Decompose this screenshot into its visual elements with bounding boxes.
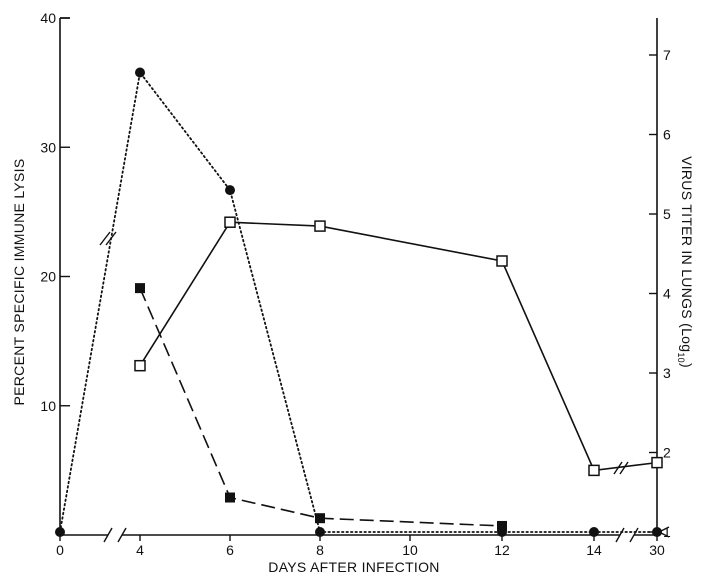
x-axis-title: DAYS AFTER INFECTION	[268, 559, 439, 575]
x-tick-label: 14	[586, 542, 602, 558]
left-y-tick-label: 20	[40, 269, 56, 285]
right-y-axis-title-main: VIRUS TITER IN LUNGS (Log	[679, 156, 695, 352]
x-axis-break-mark	[615, 527, 625, 543]
data-point-open-square	[651, 456, 663, 469]
left-y-tick-label: 30	[40, 139, 56, 155]
data-point-filled-square	[225, 492, 235, 503]
right-y-tick-label: 7	[663, 47, 671, 63]
data-point-filled-square	[135, 283, 145, 294]
data-point-filled-square	[315, 513, 325, 524]
data-point-circle	[652, 527, 662, 537]
series-line-1	[59, 70, 658, 533]
x-tick-label: 30	[649, 542, 665, 558]
right-y-tick-label: 6	[663, 127, 671, 143]
right-y-tick-label: 1	[663, 524, 671, 540]
left-y-axis-title: PERCENT SPECIFIC IMMUNE LYSIS	[11, 158, 27, 405]
series-line-2	[139, 221, 658, 472]
data-point-open-square	[314, 220, 326, 232]
x-tick-label: 4	[136, 542, 144, 558]
data-point-open-square	[224, 216, 236, 228]
data-point-open-square	[588, 464, 600, 477]
data-point-filled-square	[497, 520, 507, 531]
x-axis-break-mark	[103, 527, 113, 543]
right-y-tick-label: 2	[663, 445, 671, 461]
x-tick-label: 8	[316, 542, 324, 558]
right-y-axis-title: VIRUS TITER IN LUNGS (Log10)	[676, 156, 695, 368]
series-break-mark	[619, 461, 629, 475]
right-y-axis-title-subscript: 10	[676, 352, 686, 363]
right-y-tick-label: 4	[663, 286, 671, 302]
plot-area	[55, 67, 663, 537]
data-point-circle	[589, 527, 599, 537]
series-break-mark	[99, 231, 111, 246]
data-point-circle	[225, 185, 235, 196]
x-tick-label: 0	[56, 542, 64, 558]
data-point-circle	[55, 527, 65, 537]
data-point-open-square	[134, 359, 146, 372]
axis-labels: DAYS AFTER INFECTION PERCENT SPECIFIC IM…	[11, 156, 695, 575]
x-axis-break-mark	[629, 527, 639, 543]
left-y-tick-label: 40	[40, 10, 56, 26]
right-y-axis-title-end: )	[679, 363, 695, 368]
x-tick-label: 6	[226, 542, 234, 558]
data-point-circle	[315, 527, 325, 537]
series-line-3	[139, 287, 503, 527]
x-tick-label: 12	[494, 542, 510, 558]
data-point-circle	[135, 67, 145, 78]
data-point-open-square	[496, 255, 508, 267]
x-axis-break-mark	[117, 527, 127, 543]
x-tick-label: 10	[402, 542, 418, 558]
right-y-tick-label: 3	[663, 365, 671, 381]
right-y-tick-label: 5	[663, 206, 671, 222]
left-y-tick-label: 10	[40, 398, 56, 414]
